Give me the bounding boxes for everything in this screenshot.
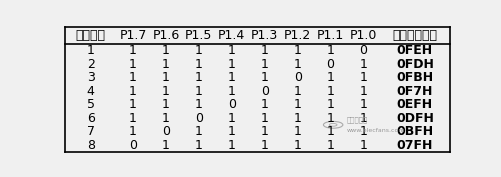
Text: P1.0: P1.0	[349, 29, 376, 42]
Text: P1.3: P1.3	[250, 29, 278, 42]
Text: 1: 1	[326, 44, 334, 58]
Text: P1.1: P1.1	[316, 29, 344, 42]
Text: 1: 1	[260, 139, 268, 152]
Text: 0: 0	[129, 139, 137, 152]
Text: 0BFH: 0BFH	[396, 125, 432, 138]
Text: 1: 1	[293, 139, 301, 152]
Text: 1: 1	[260, 98, 268, 111]
Text: 1: 1	[162, 85, 169, 98]
Text: 6: 6	[87, 112, 94, 125]
Text: 0: 0	[326, 58, 334, 71]
Text: 1: 1	[359, 125, 367, 138]
Text: 0FBH: 0FBH	[396, 72, 432, 84]
Text: P1.4: P1.4	[218, 29, 245, 42]
Text: 0FEH: 0FEH	[396, 44, 432, 58]
Text: 1: 1	[359, 72, 367, 84]
Text: 0: 0	[194, 112, 202, 125]
Text: 7: 7	[87, 125, 95, 138]
Text: 1: 1	[293, 44, 301, 58]
Text: P1.6: P1.6	[152, 29, 179, 42]
Text: 0: 0	[293, 72, 301, 84]
Text: 1: 1	[129, 85, 137, 98]
Text: 1: 1	[194, 125, 202, 138]
Text: 1: 1	[227, 125, 235, 138]
Text: 0: 0	[227, 98, 235, 111]
Text: 1: 1	[162, 72, 169, 84]
Text: 0DFH: 0DFH	[395, 112, 433, 125]
Text: 1: 1	[227, 112, 235, 125]
Text: 1: 1	[260, 72, 268, 84]
Text: www.elecfans.com: www.elecfans.com	[346, 128, 404, 133]
Text: 1: 1	[129, 72, 137, 84]
Text: 1: 1	[87, 44, 94, 58]
Text: 0EFH: 0EFH	[396, 98, 432, 111]
Text: 1: 1	[194, 98, 202, 111]
Text: 4: 4	[87, 85, 94, 98]
Text: 1: 1	[326, 112, 334, 125]
Text: 1: 1	[162, 139, 169, 152]
Text: 1: 1	[326, 125, 334, 138]
Text: P1.7: P1.7	[119, 29, 146, 42]
Text: 1: 1	[260, 112, 268, 125]
Text: 1: 1	[293, 98, 301, 111]
Text: 1: 1	[260, 58, 268, 71]
Text: P1.2: P1.2	[284, 29, 311, 42]
Text: 1: 1	[293, 85, 301, 98]
Text: 十六进制状态: 十六进制状态	[392, 29, 436, 42]
Text: 1: 1	[129, 44, 137, 58]
Text: 1: 1	[162, 112, 169, 125]
Text: 2: 2	[87, 58, 94, 71]
Text: 1: 1	[162, 58, 169, 71]
Text: 1: 1	[129, 125, 137, 138]
Text: 0FDH: 0FDH	[395, 58, 433, 71]
Text: 1: 1	[326, 72, 334, 84]
Text: 1: 1	[227, 58, 235, 71]
Text: 1: 1	[293, 58, 301, 71]
Text: 1: 1	[194, 85, 202, 98]
Text: 状态序号: 状态序号	[76, 29, 105, 42]
Text: 0: 0	[162, 125, 170, 138]
Text: 1: 1	[194, 139, 202, 152]
Text: 1: 1	[326, 85, 334, 98]
Text: 5: 5	[87, 98, 95, 111]
Text: 1: 1	[227, 139, 235, 152]
Text: 1: 1	[129, 58, 137, 71]
Text: 1: 1	[227, 44, 235, 58]
Text: 1: 1	[194, 72, 202, 84]
Text: 1: 1	[359, 139, 367, 152]
Text: 1: 1	[260, 125, 268, 138]
Text: 1: 1	[129, 98, 137, 111]
Text: 0: 0	[260, 85, 268, 98]
Text: 3: 3	[87, 72, 94, 84]
Text: 07FH: 07FH	[396, 139, 432, 152]
Text: 1: 1	[293, 112, 301, 125]
Text: 8: 8	[87, 139, 95, 152]
Text: 1: 1	[162, 44, 169, 58]
Text: 0: 0	[359, 44, 367, 58]
Text: 1: 1	[194, 44, 202, 58]
Text: 0F7H: 0F7H	[396, 85, 432, 98]
Text: 1: 1	[359, 85, 367, 98]
Text: 1: 1	[293, 125, 301, 138]
Text: 电子发烧友: 电子发烧友	[346, 116, 367, 123]
Text: 1: 1	[260, 44, 268, 58]
Text: 1: 1	[359, 98, 367, 111]
Text: 1: 1	[326, 139, 334, 152]
Text: 1: 1	[326, 98, 334, 111]
Text: 1: 1	[227, 72, 235, 84]
Text: P1.5: P1.5	[185, 29, 212, 42]
Text: 1: 1	[227, 85, 235, 98]
Text: 1: 1	[162, 98, 169, 111]
Text: 1: 1	[359, 58, 367, 71]
Text: 1: 1	[194, 58, 202, 71]
Text: 1: 1	[359, 112, 367, 125]
Text: 1: 1	[129, 112, 137, 125]
